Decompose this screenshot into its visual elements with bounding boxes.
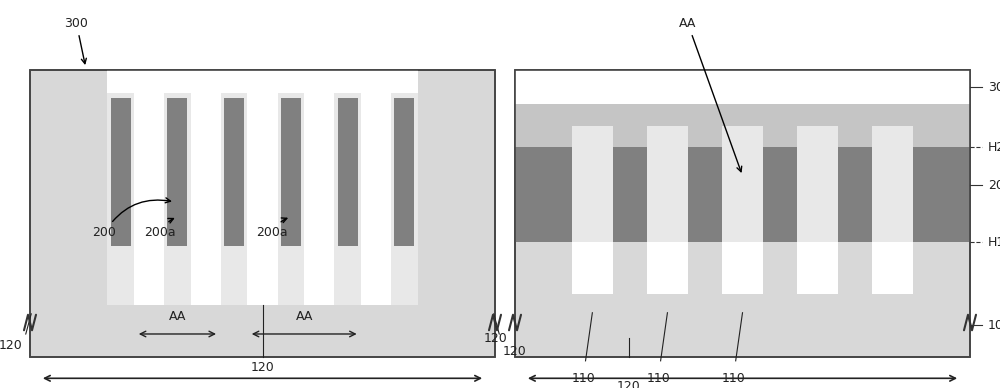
Bar — [107, 70, 134, 94]
Bar — [30, 70, 495, 357]
Bar — [572, 147, 613, 242]
Bar — [515, 70, 970, 104]
Text: H2: H2 — [988, 141, 1000, 154]
Bar — [722, 126, 763, 147]
Text: 120: 120 — [503, 345, 527, 358]
Bar — [647, 126, 688, 147]
Bar — [281, 98, 301, 246]
Bar — [722, 242, 763, 294]
Bar — [797, 242, 838, 294]
Text: AA: AA — [169, 310, 186, 322]
Text: 200: 200 — [92, 198, 170, 239]
Text: 120: 120 — [483, 331, 507, 345]
Bar — [30, 70, 495, 357]
Text: 200a: 200a — [256, 218, 288, 239]
Bar — [647, 242, 688, 294]
Bar — [515, 104, 970, 147]
Bar — [515, 70, 970, 357]
Bar — [107, 70, 134, 305]
Bar — [647, 147, 688, 242]
Bar — [167, 98, 187, 246]
Bar — [872, 147, 913, 242]
Bar — [221, 70, 247, 94]
Bar — [797, 126, 838, 147]
Bar — [391, 70, 418, 305]
Bar — [134, 70, 164, 305]
Bar — [247, 70, 278, 305]
Text: 300: 300 — [988, 81, 1000, 94]
Text: 120: 120 — [251, 361, 274, 374]
Bar — [391, 70, 418, 94]
Bar — [164, 70, 191, 305]
Bar — [334, 70, 361, 305]
Bar — [515, 70, 970, 357]
Bar — [872, 242, 913, 294]
Text: 110: 110 — [646, 372, 670, 386]
Text: 110: 110 — [571, 372, 595, 386]
Text: 120: 120 — [0, 339, 22, 352]
Bar — [572, 242, 613, 294]
Bar — [572, 126, 613, 147]
Bar — [394, 98, 414, 246]
Bar — [872, 126, 913, 147]
Bar — [797, 147, 838, 242]
Text: 200a: 200a — [144, 218, 176, 239]
Bar — [191, 70, 221, 305]
Text: 100: 100 — [988, 319, 1000, 332]
Bar — [334, 70, 361, 94]
Bar — [111, 98, 131, 246]
Bar — [304, 70, 334, 305]
Text: 200: 200 — [988, 179, 1000, 192]
Bar — [338, 98, 358, 246]
Text: AA: AA — [679, 17, 742, 172]
Text: 300: 300 — [65, 17, 88, 64]
Bar — [722, 147, 763, 242]
Bar — [278, 70, 304, 94]
Bar — [224, 98, 244, 246]
Text: 110: 110 — [722, 372, 745, 386]
Bar — [361, 70, 391, 305]
Text: 120: 120 — [617, 380, 641, 388]
Bar — [164, 70, 191, 94]
Bar — [515, 147, 970, 242]
Bar — [278, 70, 304, 305]
Text: AA: AA — [296, 310, 313, 322]
Bar — [221, 70, 247, 305]
Text: H1: H1 — [988, 236, 1000, 249]
